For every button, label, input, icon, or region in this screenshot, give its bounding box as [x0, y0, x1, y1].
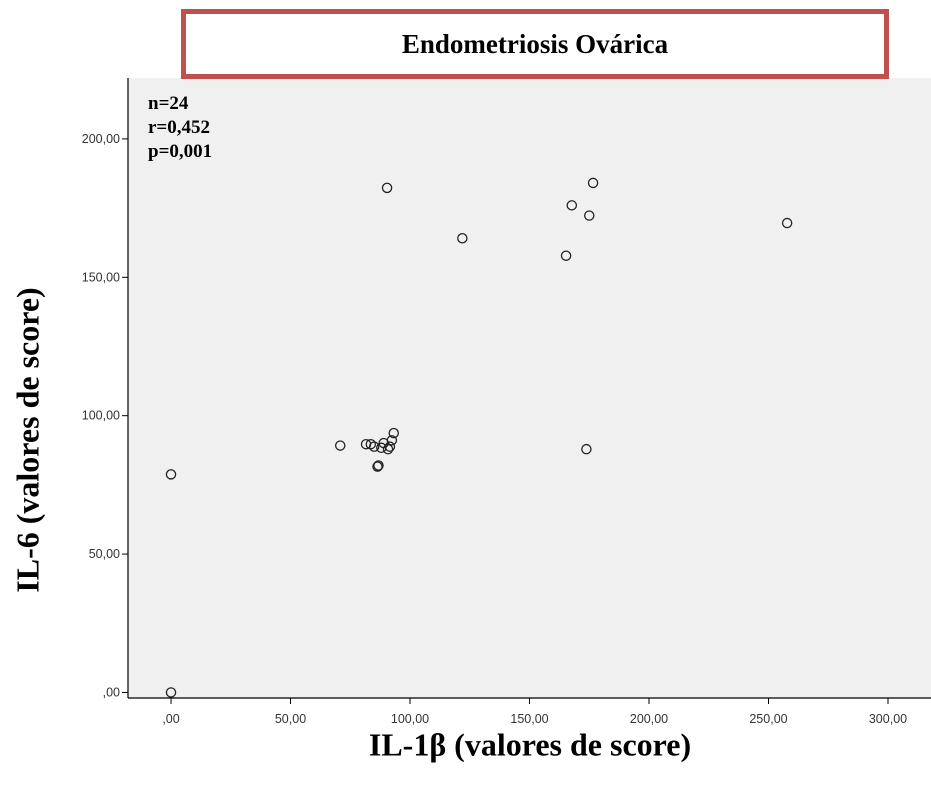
x-axis-ticks: ,00 50,00 100,00 150,00 200,00 250,00 300,00: [162, 698, 907, 726]
y-tick-label: ,00: [103, 685, 120, 699]
data-point: [566, 200, 578, 211]
data-point: [372, 461, 383, 472]
data-point: [373, 460, 384, 471]
x-tick-label: 200,00: [630, 712, 668, 726]
data-point: [560, 250, 572, 261]
data-point: [365, 438, 377, 450]
x-axis-label: IL-1β (valores de score): [368, 726, 692, 763]
data-point: [384, 441, 396, 452]
y-axis-ticks: ,00 50,00 100,00 150,00 200,00: [82, 132, 128, 699]
data-point: [587, 177, 599, 189]
data-point: [165, 687, 177, 698]
x-tick-label: 300,00: [869, 712, 907, 726]
data-points: [165, 177, 793, 698]
stats-annotation: n=24 r=0,452 p=0,001: [148, 92, 212, 164]
x-tick-label: 50,00: [275, 712, 306, 726]
chart-title: Endometriosis Ovárica: [181, 9, 889, 79]
data-point: [388, 427, 400, 439]
annotation-p: p=0,001: [148, 141, 213, 162]
data-point: [581, 443, 592, 455]
plot-area: [128, 78, 931, 698]
y-axis-label: IL-6 (valores de score): [9, 287, 46, 593]
data-point: [781, 217, 793, 229]
data-point: [386, 435, 398, 446]
data-point: [165, 469, 177, 480]
y-tick-label: 200,00: [82, 132, 120, 146]
x-tick-label: ,00: [162, 712, 179, 726]
x-tick-label: 150,00: [510, 712, 548, 726]
x-tick-label: 250,00: [749, 712, 787, 726]
data-point: [583, 210, 595, 221]
y-tick-label: 150,00: [82, 270, 120, 284]
data-point: [382, 443, 394, 455]
data-point: [381, 182, 393, 194]
data-point: [334, 440, 346, 451]
data-point: [457, 233, 468, 244]
y-tick-label: 100,00: [82, 409, 120, 423]
x-tick-label: 100,00: [391, 712, 429, 726]
y-tick-label: 50,00: [89, 547, 120, 561]
annotation-r: r=0,452: [148, 117, 211, 138]
chart-title-text: Endometriosis Ovárica: [401, 28, 669, 59]
data-point: [368, 441, 380, 452]
annotation-n: n=24: [148, 93, 189, 114]
